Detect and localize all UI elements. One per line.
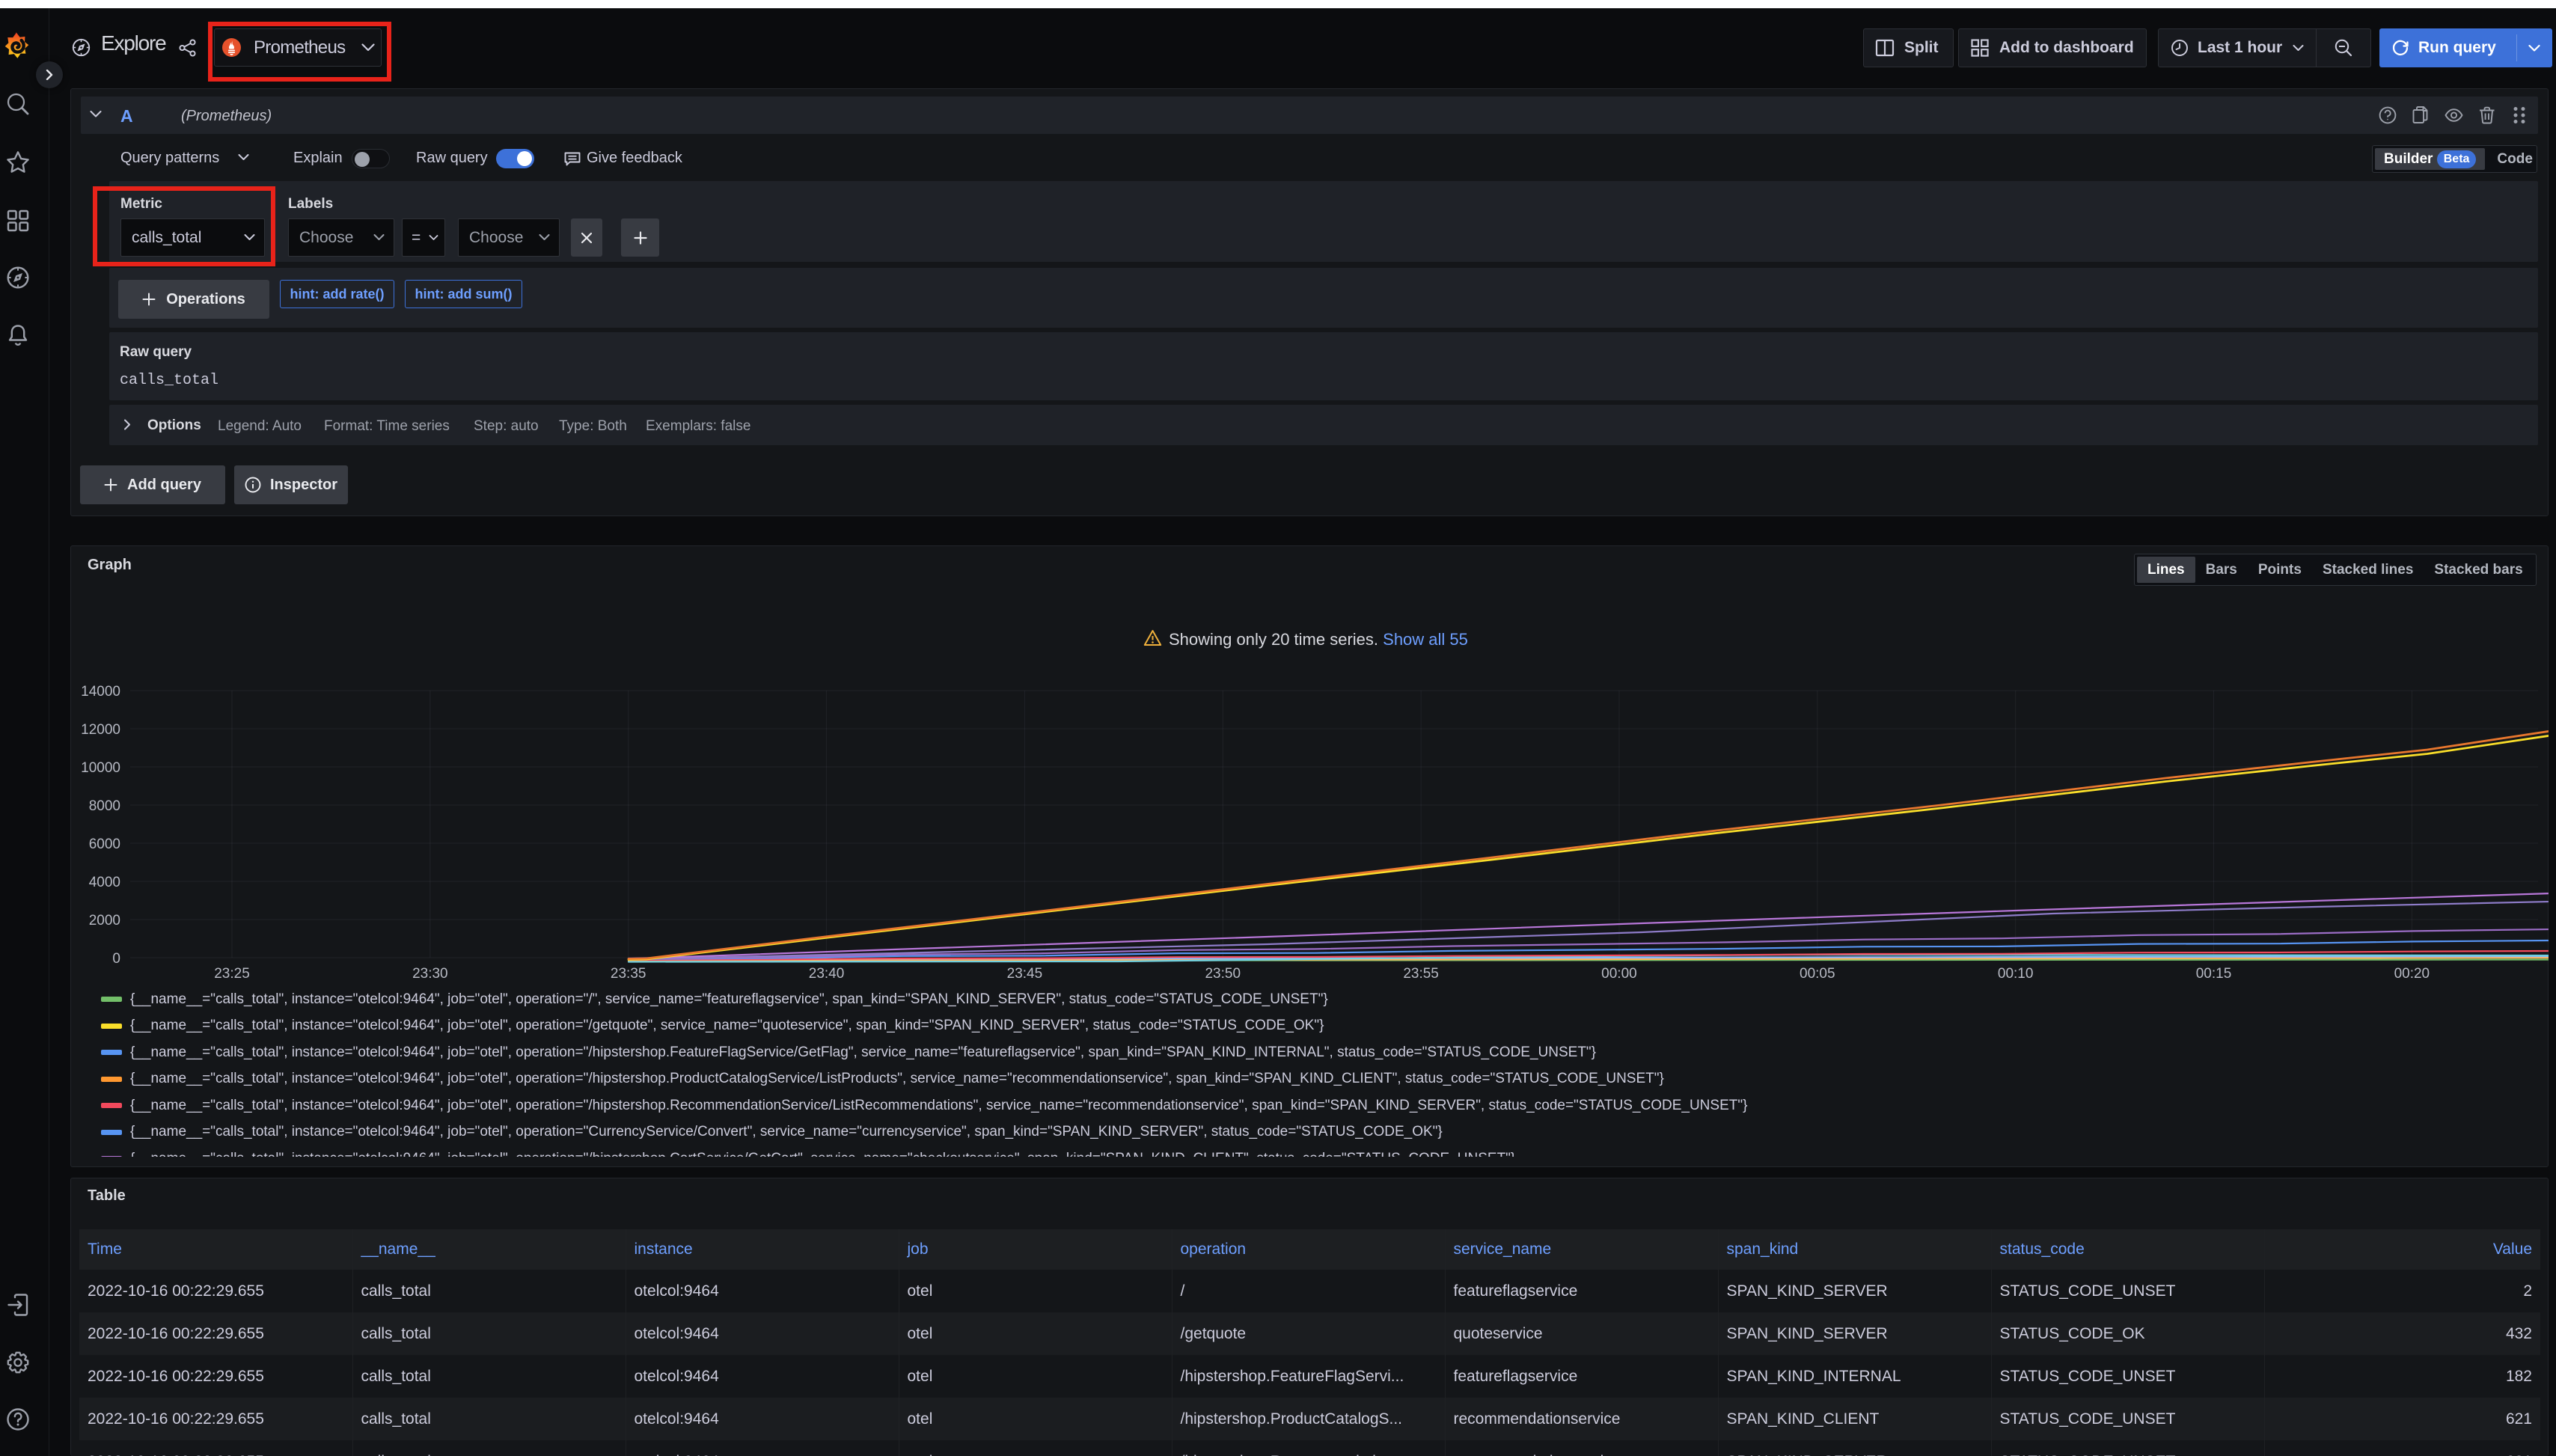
svg-text:2000: 2000	[89, 913, 120, 929]
svg-text:4000: 4000	[89, 875, 120, 890]
svg-text:6000: 6000	[89, 836, 120, 852]
svg-text:00:05: 00:05	[1800, 966, 1835, 982]
svg-text:00:10: 00:10	[1998, 966, 2034, 982]
svg-text:0: 0	[112, 951, 120, 967]
svg-text:23:55: 23:55	[1403, 966, 1439, 982]
svg-text:8000: 8000	[89, 798, 120, 814]
svg-text:23:25: 23:25	[214, 966, 250, 982]
svg-text:23:35: 23:35	[611, 966, 646, 982]
svg-text:00:15: 00:15	[2196, 966, 2232, 982]
svg-text:23:30: 23:30	[412, 966, 448, 982]
svg-text:00:00: 00:00	[1601, 966, 1637, 982]
svg-text:23:40: 23:40	[809, 966, 845, 982]
svg-text:23:50: 23:50	[1205, 966, 1241, 982]
svg-text:00:20: 00:20	[2394, 966, 2430, 982]
svg-text:10000: 10000	[81, 760, 120, 776]
svg-text:12000: 12000	[81, 722, 120, 738]
svg-text:23:45: 23:45	[1007, 966, 1043, 982]
svg-text:14000: 14000	[81, 684, 120, 700]
